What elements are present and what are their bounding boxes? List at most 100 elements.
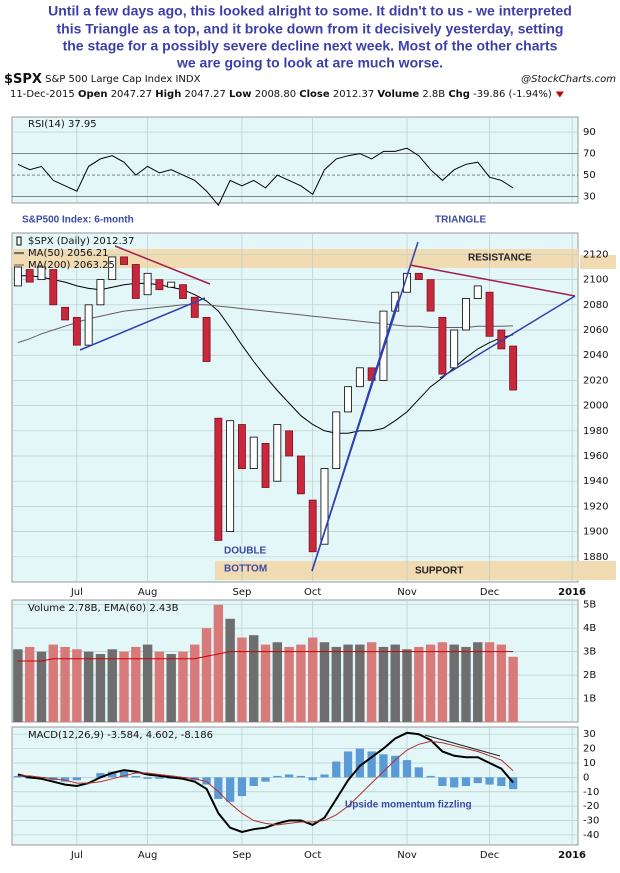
volume-bar	[355, 644, 365, 722]
y-tick-label: 1960	[583, 451, 608, 462]
histogram-bar	[438, 777, 447, 786]
y-tick-label: 2040	[583, 350, 608, 361]
y-tick-label: -20	[583, 801, 599, 812]
histogram-bar	[96, 773, 105, 778]
resistance-tag	[580, 255, 616, 269]
histogram-bar	[155, 777, 164, 779]
candle	[273, 424, 282, 482]
volume-bar	[142, 644, 153, 722]
candle	[332, 411, 341, 470]
y-tick-label: 1940	[583, 476, 608, 487]
trendline	[409, 264, 576, 297]
volume-bar	[95, 653, 106, 722]
volume-panel	[11, 599, 579, 723]
y-tick-label: 2020	[583, 375, 608, 386]
index-name: S&P 500 Large Cap Index	[45, 74, 172, 85]
y-tick-label: -30	[583, 816, 599, 827]
candle	[202, 317, 211, 362]
candle	[179, 284, 187, 299]
trendline	[424, 734, 501, 757]
candle	[462, 298, 470, 331]
y-tick-label: 2120	[583, 249, 608, 260]
panel-backgrounds	[11, 116, 579, 846]
header-title: $SPX S&P 500 Large Cap Index INDX	[4, 72, 201, 87]
y-tick-label: 1880	[583, 552, 608, 563]
candle	[344, 386, 352, 413]
x-tick-label: 2016	[558, 587, 586, 598]
quote-value: 2047.27	[185, 89, 226, 100]
histogram-bar	[237, 777, 247, 797]
histogram-bar	[119, 771, 129, 778]
histogram-bar	[343, 751, 353, 778]
volume-bar	[272, 642, 283, 722]
histogram-bar	[461, 777, 471, 786]
candle	[131, 264, 140, 299]
histogram-bar	[473, 777, 482, 784]
candle	[285, 430, 294, 457]
y-tick-label: 2060	[583, 325, 608, 336]
candle	[261, 443, 270, 488]
y-tick-label: 30	[583, 192, 596, 203]
support-band	[215, 561, 616, 580]
volume-bar	[72, 649, 82, 722]
volume-bar	[119, 651, 129, 722]
volume-bar	[213, 604, 224, 722]
volume-bar	[24, 646, 35, 722]
legend-label: MA(50) 2056.21	[28, 248, 109, 259]
chart-title: S&P500 Index: 6-month	[22, 215, 134, 226]
y-tick-label: 2100	[583, 275, 608, 286]
volume-bar	[402, 649, 412, 722]
histogram-bar	[497, 777, 506, 786]
y-tick-label: 1920	[583, 501, 608, 512]
quote-value: 2012.37	[333, 89, 374, 100]
volume-bar	[284, 646, 294, 722]
candle	[84, 304, 93, 346]
y-tick-label: -40	[583, 830, 599, 841]
volume-bar	[425, 644, 436, 722]
histogram-bar	[379, 754, 388, 778]
quote-value: 2008.80	[255, 89, 296, 100]
volume-bar	[48, 644, 58, 722]
histogram-bar	[308, 777, 317, 781]
quote-row: 11-Dec-2015 Open 2047.27 High 2047.27 Lo…	[10, 89, 552, 100]
candle	[296, 455, 305, 495]
trendline	[79, 297, 206, 351]
volume-bar	[343, 644, 353, 722]
y-tick-label: 2B	[583, 670, 596, 681]
overlay: S&P500 Index: 6-month TRIANGLE RESISTANC…	[22, 215, 576, 811]
y-tick-label: 2080	[583, 300, 608, 311]
histogram-bar	[202, 777, 211, 785]
candle	[320, 468, 329, 545]
y-tick-label: 10	[583, 758, 596, 769]
annotation: DOUBLE	[224, 546, 267, 557]
histogram-bar	[391, 755, 400, 778]
histogram-bar	[261, 777, 270, 782]
candle	[143, 272, 152, 296]
x-tick-label: Sep	[233, 587, 252, 598]
y-tick-label: 30	[583, 729, 596, 740]
quote-label: Close	[299, 89, 330, 100]
histogram-bar	[414, 767, 423, 778]
volume-bar	[307, 637, 318, 722]
x-tick-label: Jul	[70, 850, 83, 861]
candle	[426, 279, 435, 312]
commentary: this Triangle as a top, and it broke dow…	[57, 21, 564, 37]
y-tick-label: 3B	[583, 647, 596, 658]
volume-bar	[166, 653, 176, 722]
legend-label: $SPX (Daily) 2012.37	[28, 236, 134, 247]
candle	[249, 436, 258, 470]
volume-bar	[437, 642, 448, 722]
histogram-bar	[450, 777, 459, 788]
x-tick-label: Oct	[304, 587, 321, 598]
histogram-bar	[367, 751, 376, 778]
volume-bar	[237, 637, 247, 722]
x-tick-label: Aug	[138, 850, 158, 861]
histogram-bar	[355, 748, 364, 778]
quote-value: -39.86 (-1.94%)	[473, 89, 552, 100]
date: 11-Dec-2015	[10, 89, 75, 100]
histogram-bar	[332, 761, 341, 778]
series-line	[17, 731, 514, 834]
volume-bar	[13, 649, 23, 722]
volume-bar	[83, 651, 94, 722]
source: @StockCharts.com	[521, 74, 616, 85]
